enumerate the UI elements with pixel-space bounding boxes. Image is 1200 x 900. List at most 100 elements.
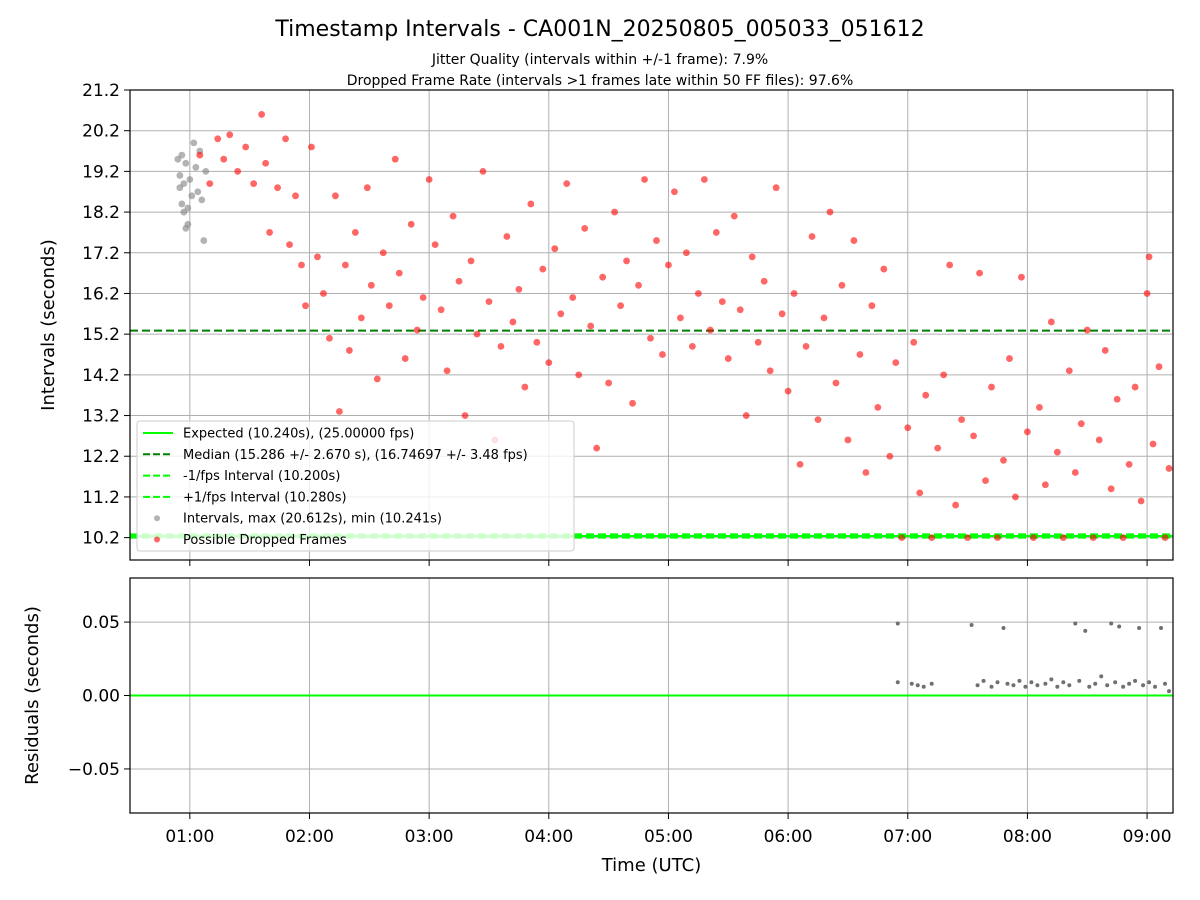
dropped-frame-point	[258, 111, 266, 118]
dropped-frame-point	[976, 269, 983, 277]
residual-point	[995, 680, 1000, 685]
legend-box	[136, 420, 575, 552]
y-tick-label: 14.2	[82, 366, 120, 386]
interval-point	[184, 220, 192, 228]
dropped-frame-point	[832, 379, 840, 387]
interval-point	[188, 192, 196, 200]
interval-point	[184, 204, 192, 212]
residual-point	[1001, 625, 1006, 630]
dropped-frame-point	[485, 298, 493, 306]
dropped-frame-point	[533, 338, 541, 346]
dropped-frame-point	[206, 180, 214, 187]
dropped-frame-point	[286, 241, 293, 249]
dropped-frame-point	[946, 261, 954, 269]
dropped-frame-point	[539, 265, 547, 273]
dropped-frame-point	[391, 155, 399, 163]
dropped-frame-point	[326, 334, 333, 342]
chart-title: Timestamp Intervals - CA001N_20250805_00…	[274, 17, 924, 42]
dropped-frame-point	[617, 302, 624, 310]
dropped-frame-point	[425, 176, 433, 183]
residual-point	[1077, 678, 1082, 683]
dropped-frame-point	[982, 477, 989, 485]
y-tick-label: 15.2	[82, 325, 120, 345]
dropped-frame-point	[629, 399, 636, 407]
dropped-frame-point	[826, 208, 834, 216]
dropped-frame-point	[1030, 534, 1037, 542]
legend-dot-swatch	[154, 536, 160, 543]
dropped-frame-point	[874, 404, 882, 411]
dropped-frame-point	[461, 412, 469, 419]
dropped-frame-point	[742, 412, 750, 419]
dropped-frame-point	[419, 294, 427, 301]
residual-point	[1083, 628, 1088, 633]
dropped-frame-point	[1137, 497, 1145, 505]
dropped-frame-point	[1059, 534, 1067, 542]
dropped-frame-point	[373, 375, 381, 383]
interval-point	[192, 163, 200, 171]
dropped-frame-point	[479, 167, 487, 175]
dropped-frame-point	[964, 534, 971, 542]
top-y-axis-label: Intervals (seconds)	[38, 239, 59, 411]
interval-point	[194, 188, 202, 196]
dropped-frame-point	[569, 294, 577, 301]
dropped-frame-point	[1065, 367, 1073, 375]
residual-point	[1163, 681, 1168, 686]
interval-point	[190, 139, 198, 147]
dropped-frame-point	[1125, 460, 1133, 468]
legend-label: Median (15.286 +/- 2.670 s), (16.74697 +…	[183, 448, 528, 463]
residual-point	[1073, 621, 1078, 626]
dropped-frame-point	[320, 290, 327, 297]
residual-point	[915, 683, 920, 688]
dropped-frame-point	[363, 184, 371, 192]
interval-point	[186, 176, 194, 183]
dropped-frame-point	[671, 188, 678, 196]
y-tick-label: 13.2	[82, 407, 120, 427]
y-tick-label: −0.05	[68, 760, 120, 780]
y-tick-label: 21.2	[82, 81, 120, 101]
residual-point	[1049, 677, 1054, 682]
y-tick-label: 16.2	[82, 284, 120, 304]
dropped-frame-point	[234, 167, 242, 175]
interval-point	[202, 167, 210, 175]
dropped-frame-point	[1119, 534, 1127, 542]
residual-point	[1011, 683, 1016, 688]
dropped-frame-point	[250, 180, 258, 187]
dropped-frame-point	[1113, 395, 1121, 403]
dropped-frame-point	[850, 237, 858, 244]
bottom-y-axis-label: Residuals (seconds)	[22, 606, 43, 785]
dropped-frame-point	[395, 269, 403, 277]
dropped-frame-point	[220, 155, 228, 163]
chart-subtitle-jitter: Jitter Quality (intervals within +/-1 fr…	[431, 52, 768, 68]
y-tick-label: 20.2	[82, 122, 120, 142]
residual-point	[1113, 680, 1118, 685]
dropped-frame-point	[778, 310, 786, 318]
legend-dot-swatch	[154, 515, 160, 522]
dropped-frame-point	[623, 257, 630, 265]
dropped-frame-point	[509, 318, 517, 326]
legend-label: +1/fps Interval (10.280s)	[183, 490, 347, 505]
residual-point	[1159, 625, 1164, 630]
residual-point	[1061, 680, 1066, 685]
dropped-frame-point	[545, 359, 553, 367]
dropped-frame-point	[718, 298, 726, 306]
residual-point	[1067, 683, 1072, 688]
residual-point	[921, 684, 926, 689]
y-tick-label: 19.2	[82, 162, 120, 182]
dropped-frame-point	[449, 212, 457, 220]
dropped-frame-point	[1000, 456, 1007, 464]
interval-point	[178, 200, 186, 208]
dropped-frame-point	[593, 444, 601, 452]
dropped-frame-point	[335, 408, 343, 415]
dropped-frame-point	[748, 253, 756, 261]
dropped-frame-point	[308, 143, 315, 151]
dropped-frame-point	[527, 200, 535, 208]
dropped-frame-point	[647, 334, 654, 342]
residual-point	[909, 681, 914, 686]
dropped-frame-point	[1101, 347, 1109, 354]
dropped-frame-point	[298, 261, 305, 269]
y-tick-label: 17.2	[82, 244, 120, 264]
residual-point	[1105, 683, 1110, 688]
residual-point	[1093, 681, 1098, 686]
dropped-frame-point	[688, 342, 696, 350]
